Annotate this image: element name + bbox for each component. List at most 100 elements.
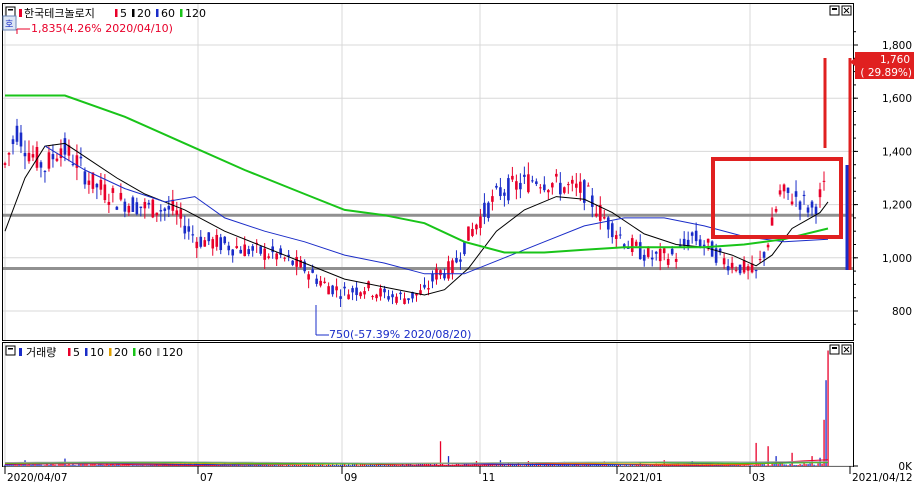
volume-bar [379, 464, 382, 466]
price-tick-label: 1,200 [882, 200, 912, 212]
candle-body [726, 266, 730, 271]
volume-bar [240, 465, 242, 466]
volume-bar [541, 465, 544, 466]
candle-body [507, 178, 510, 201]
volume-bar [433, 463, 436, 466]
volume-bar [214, 465, 216, 466]
volume-bar [807, 464, 809, 466]
volume-bar [134, 465, 136, 466]
volume-bar [533, 464, 536, 466]
candle-body [778, 190, 782, 195]
volume-bar [771, 463, 773, 466]
volume-bar [767, 446, 769, 466]
volume-bar [827, 350, 829, 466]
volume-bar [38, 464, 40, 466]
volume-bar [345, 465, 348, 466]
volume-bar [631, 464, 633, 466]
volume-bar [146, 465, 148, 466]
stock-name: 한국테크놀로지 [24, 7, 95, 20]
date-tick-label: 03 [752, 472, 765, 483]
candle-body [327, 286, 330, 295]
volume-bar [437, 465, 440, 467]
candle-body [359, 292, 362, 297]
candle-body [331, 285, 334, 295]
candle-body [742, 260, 746, 273]
candle-body [503, 192, 506, 196]
volume-bar [333, 465, 336, 466]
candle-body [714, 248, 718, 263]
volume-bar [815, 465, 817, 466]
candle-body [307, 274, 310, 280]
candle-body [183, 225, 187, 234]
volume-panel-window-buttons[interactable] [829, 344, 852, 355]
volume-bar [318, 463, 320, 466]
candle-body [235, 246, 239, 249]
volume-bar [765, 465, 767, 467]
price-ma-legend: 5 20 60 120 [115, 7, 206, 20]
current-price: 1,760 [880, 54, 910, 66]
candle-body [471, 228, 474, 236]
candle-body [750, 263, 754, 273]
candle-body [263, 248, 266, 260]
volume-bar [395, 465, 398, 466]
volume-bar [34, 463, 36, 466]
legend-label: 120 [185, 7, 206, 20]
volume-bar [50, 463, 52, 466]
volume-bar [244, 465, 246, 467]
candle-body [475, 224, 478, 230]
volume-bar [54, 464, 56, 466]
candle-body [674, 258, 678, 262]
candle-body [702, 244, 706, 247]
candle-body [590, 195, 594, 207]
candle-body [423, 284, 426, 288]
panel-toggle-icon[interactable] [5, 6, 16, 17]
date-tick-label: 07 [200, 472, 213, 483]
candle-body [790, 201, 794, 205]
maximize-icon[interactable] [829, 344, 840, 355]
volume-bar [114, 464, 116, 466]
legend-swatch [157, 348, 160, 356]
candle-body [598, 205, 602, 221]
legend-swatch [68, 348, 71, 356]
volume-bar [589, 464, 591, 466]
candle-body [798, 201, 802, 210]
volume-bar [481, 465, 484, 466]
volume-bar [513, 464, 516, 466]
candle-body [495, 185, 498, 188]
volume-bar [98, 464, 100, 466]
volume-bar [615, 464, 617, 466]
candle-body [698, 239, 702, 247]
candle-body [59, 148, 63, 159]
volume-bar [741, 465, 743, 467]
candle-body [614, 235, 618, 239]
volume-bar [341, 464, 344, 466]
volume-bar [328, 464, 330, 466]
candle-body [642, 254, 646, 261]
candle-body [227, 245, 231, 251]
volume-bar [759, 463, 761, 466]
volume-bar [278, 464, 280, 466]
price-tick-label: 1,000 [882, 253, 912, 265]
volume-bar [633, 465, 635, 466]
candle-body [195, 241, 199, 249]
panel-toggle-icon[interactable] [5, 345, 16, 356]
volume-bar [144, 465, 146, 467]
volume-bar [32, 463, 34, 466]
candle-body [754, 270, 758, 272]
candle-body [638, 242, 642, 260]
candle-body [491, 196, 494, 202]
candle-body [738, 264, 742, 274]
candle-body [119, 192, 123, 200]
volume-bar [523, 465, 526, 466]
volume-bar [753, 465, 755, 466]
volume-bar [609, 464, 611, 466]
side-tab-icon[interactable] [2, 15, 17, 31]
volume-bar [525, 464, 528, 466]
volume-bar [286, 464, 288, 466]
volume-bar [210, 465, 212, 466]
maximize-icon[interactable] [829, 5, 840, 16]
volume-bar [290, 465, 292, 466]
legend-swatch [156, 9, 159, 17]
candle-body [287, 254, 290, 257]
price-panel-window-buttons[interactable] [829, 5, 852, 16]
